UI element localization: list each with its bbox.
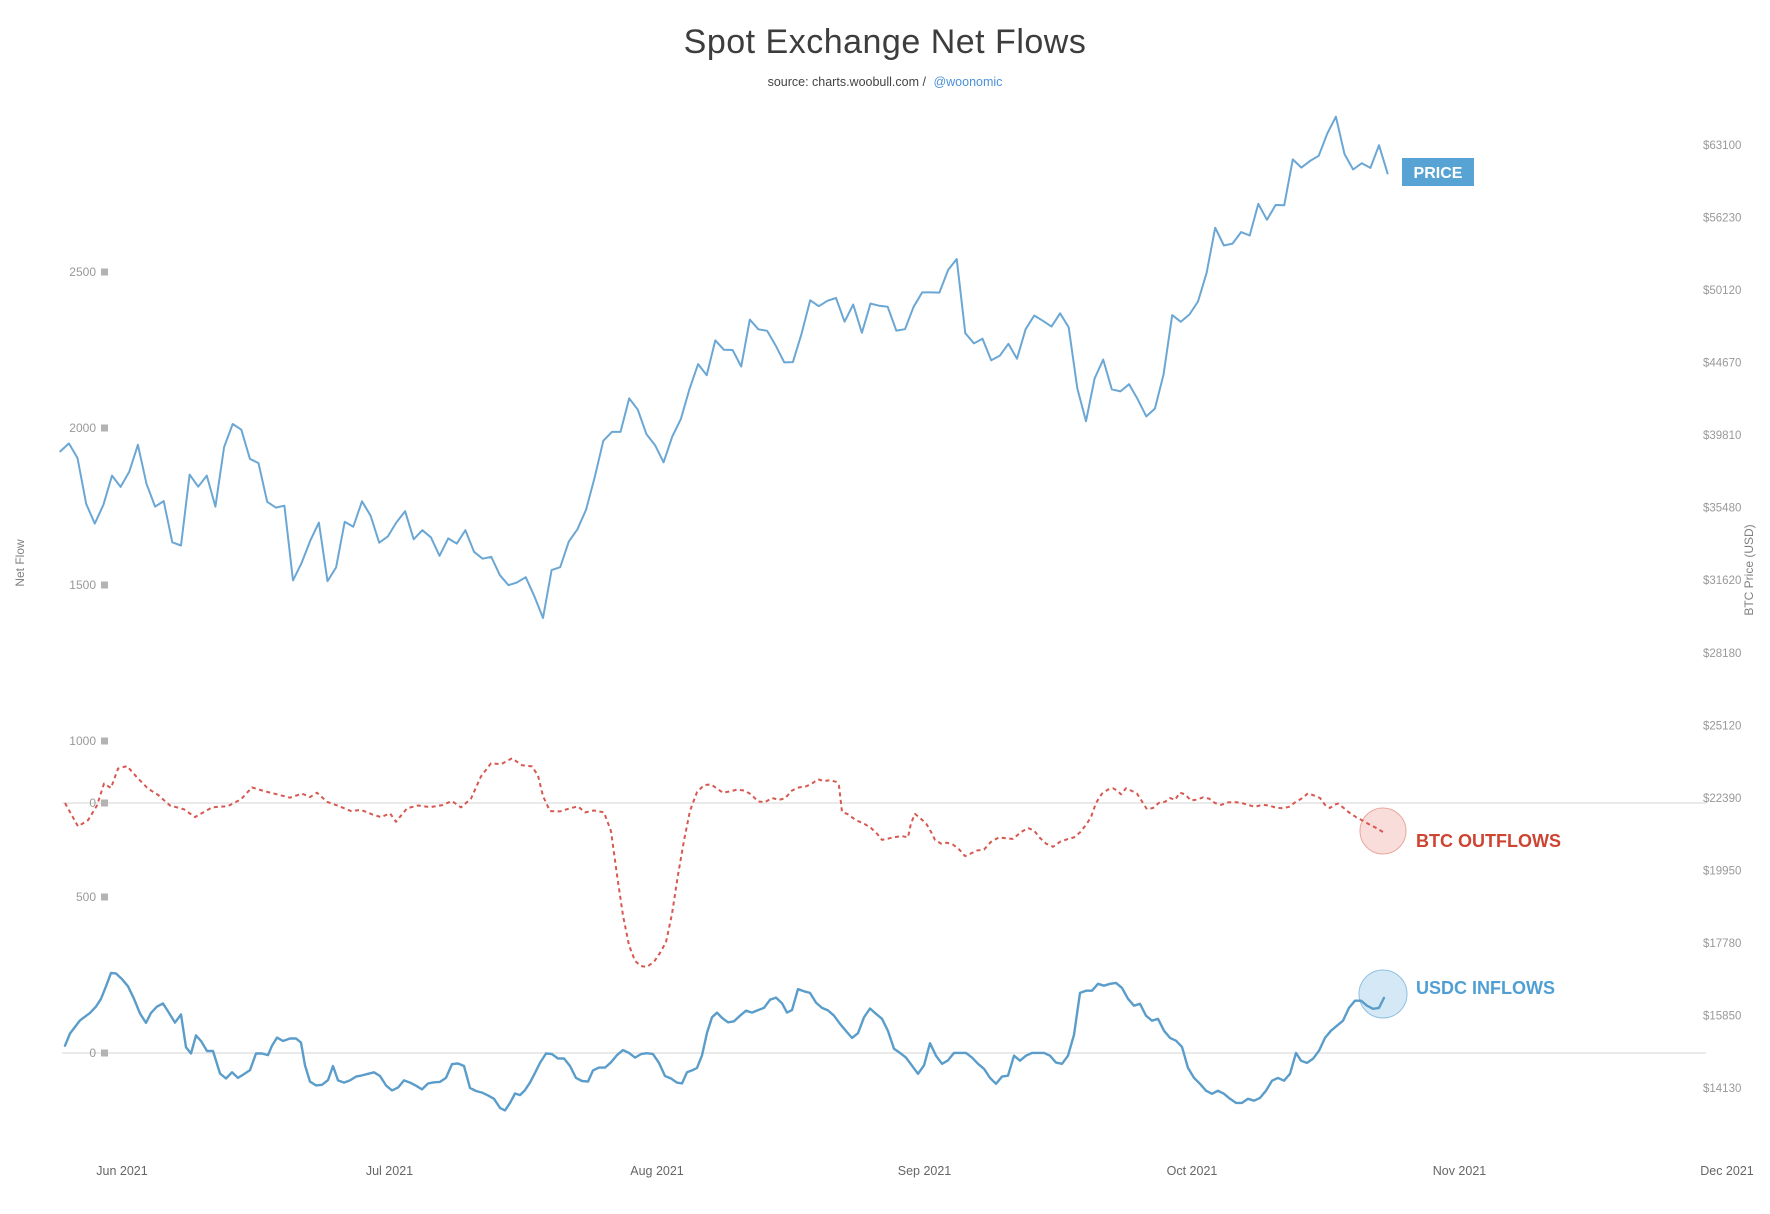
left-axis-ticks: 2500 2000 1500 1000 0 500 0	[69, 265, 108, 1060]
left-axis-tick-label: 500	[76, 890, 96, 904]
x-axis-month-label: Nov 2021	[1433, 1164, 1487, 1178]
right-axis-tick-label: $19950	[1703, 865, 1741, 877]
btc-outflows-label: BTC OUTFLOWS	[1416, 831, 1561, 851]
left-axis-tick-square	[101, 799, 108, 807]
right-axis-tick-label: $63100	[1703, 140, 1741, 152]
right-axis-tick-label: $25120	[1703, 720, 1741, 732]
left-axis-tick-square	[101, 268, 108, 276]
left-axis-tick-label: 1500	[69, 578, 96, 592]
left-axis-tick-label: 0	[89, 1046, 96, 1060]
price-legend-badge: PRICE	[1402, 158, 1474, 186]
right-axis-tick-label: $50120	[1703, 285, 1741, 297]
right-axis-ticks: $63100 $56230 $50120 $44670 $39810 $35480 $316…	[1703, 140, 1741, 1095]
right-axis-title: BTC Price (USD)	[1742, 524, 1756, 615]
left-axis-tick-label: 2000	[69, 421, 96, 435]
left-axis-tick-square	[101, 424, 108, 432]
left-axis-tick-label: 0	[89, 796, 96, 810]
right-axis-tick-label: $22390	[1703, 793, 1741, 805]
left-axis-title: Net Flow	[13, 539, 27, 587]
woonomic-link[interactable]: @woonomic	[933, 75, 1002, 89]
x-axis-month-label: Sep 2021	[898, 1164, 952, 1178]
left-axis-tick-square	[101, 1049, 108, 1057]
right-axis-tick-label: $15850	[1703, 1010, 1741, 1022]
right-axis-tick-label: $14130	[1703, 1083, 1741, 1095]
right-axis-tick-label: $56230	[1703, 213, 1741, 225]
zero-gridlines	[62, 802, 1706, 1054]
usdc-inflows-line	[63, 971, 1386, 1112]
chart-source: source: charts.woobull.com / @woonomic	[768, 75, 1003, 89]
x-axis-month-label: Jun 2021	[96, 1164, 147, 1178]
right-axis-tick-label: $35480	[1703, 503, 1741, 515]
left-axis-tick-square	[101, 737, 108, 745]
right-axis-tick-label: $39810	[1703, 430, 1741, 442]
x-axis-month-label: Dec 2021	[1700, 1164, 1754, 1178]
usdc-inflows-label: USDC INFLOWS	[1416, 978, 1555, 998]
right-axis-tick-label: $28180	[1703, 648, 1741, 660]
usdc-inflows-marker-circle	[1358, 969, 1408, 1019]
price-badge-background	[1402, 158, 1474, 186]
left-axis-tick-square	[101, 581, 108, 589]
left-axis-tick-square	[101, 893, 108, 901]
chart-series	[59, 115, 1389, 1112]
x-axis-month-label: Jul 2021	[366, 1164, 413, 1178]
price-line	[59, 115, 1389, 619]
price-label: PRICE	[1414, 165, 1463, 182]
x-axis-labels: Jun 2021 Jul 2021 Aug 2021 Sep 2021 Oct 2021…	[96, 1164, 1754, 1178]
right-axis-tick-label: $31620	[1703, 575, 1741, 587]
left-axis-tick-label: 2500	[69, 265, 96, 279]
right-axis-tick-label: $44670	[1703, 358, 1741, 370]
left-axis-tick-label: 1000	[69, 734, 96, 748]
page-title: Spot Exchange Net Flows	[684, 23, 1087, 61]
x-axis-month-label: Oct 2021	[1167, 1164, 1218, 1178]
btc-outflows-line	[64, 757, 1384, 968]
x-axis-month-label: Aug 2021	[630, 1164, 684, 1178]
source-text: source: charts.woobull.com /	[768, 75, 927, 89]
right-axis-tick-label: $17780	[1703, 938, 1741, 950]
